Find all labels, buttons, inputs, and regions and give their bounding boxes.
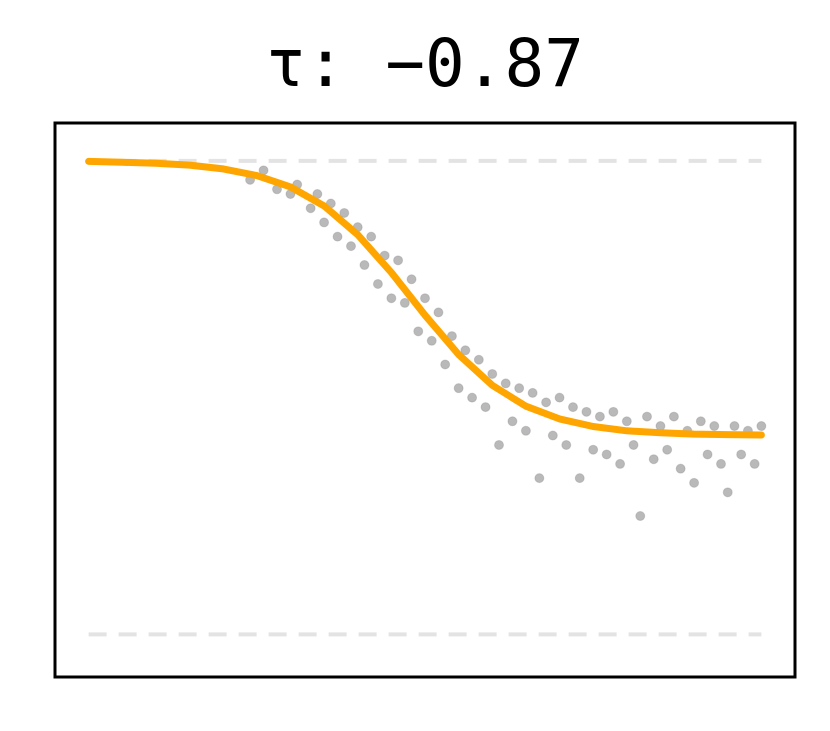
scatter-point — [453, 383, 464, 394]
scatter-point — [648, 454, 659, 465]
scatter-point — [541, 397, 552, 408]
scatter-point — [520, 425, 531, 436]
scatter-point — [480, 402, 491, 413]
scatter-point — [608, 406, 619, 417]
scatter-point — [393, 255, 404, 266]
scatter-point — [399, 297, 410, 308]
scatter-point — [305, 203, 316, 214]
scatter-point — [601, 449, 612, 460]
chart-title: τ: −0.87 — [266, 25, 584, 102]
scatter-point — [635, 511, 646, 522]
scatter-point — [507, 416, 518, 427]
scatter-point — [561, 439, 572, 450]
scatter-point — [406, 274, 417, 285]
scatter-point — [749, 458, 760, 469]
scatter-point — [615, 458, 626, 469]
scatter-point — [332, 231, 343, 242]
scatter-point — [339, 207, 350, 218]
scatter-point — [366, 231, 377, 242]
scatter-point — [359, 260, 370, 271]
scatter-point — [440, 359, 451, 370]
scatter-point — [460, 345, 471, 356]
scatter-point — [695, 416, 706, 427]
scatter-point — [642, 411, 652, 422]
scatter-point — [494, 439, 504, 450]
scatter-point — [689, 477, 700, 488]
scatter-point — [346, 241, 356, 252]
scatter-point — [662, 444, 673, 455]
scatter-point — [716, 458, 726, 469]
scatter-point — [413, 326, 424, 337]
plot-frame — [53, 121, 797, 679]
scatter-point — [628, 439, 639, 450]
scatter-point — [514, 383, 525, 394]
scatter-point — [547, 430, 558, 441]
scatter-point — [588, 444, 599, 455]
scatter-point — [668, 411, 679, 422]
scatter-point — [702, 449, 713, 460]
scatter-point — [386, 293, 397, 304]
scatter-point — [675, 463, 686, 474]
scatter-point — [729, 421, 740, 432]
scatter-point — [554, 392, 565, 403]
scatter-point — [756, 421, 767, 432]
scatter-point — [487, 368, 498, 379]
scatter-point — [372, 278, 383, 289]
scatter-point — [574, 473, 585, 484]
scatter-point — [594, 411, 605, 422]
scatter-point — [527, 387, 538, 398]
scatter-point — [534, 473, 545, 484]
scatter-point — [621, 416, 632, 427]
fit-line — [85, 157, 765, 439]
scatter-point — [473, 354, 484, 365]
scatter-point — [709, 421, 720, 432]
scatter-point — [722, 487, 733, 498]
scatter-point — [568, 402, 578, 413]
scatter-point — [433, 307, 444, 318]
scatter-point — [319, 217, 330, 228]
scatter-point — [581, 406, 592, 417]
scatter-point — [500, 378, 511, 389]
scatter-point — [467, 392, 478, 403]
scatter-point — [426, 335, 437, 346]
scatter-point — [736, 449, 747, 460]
scatter-point — [420, 293, 430, 304]
